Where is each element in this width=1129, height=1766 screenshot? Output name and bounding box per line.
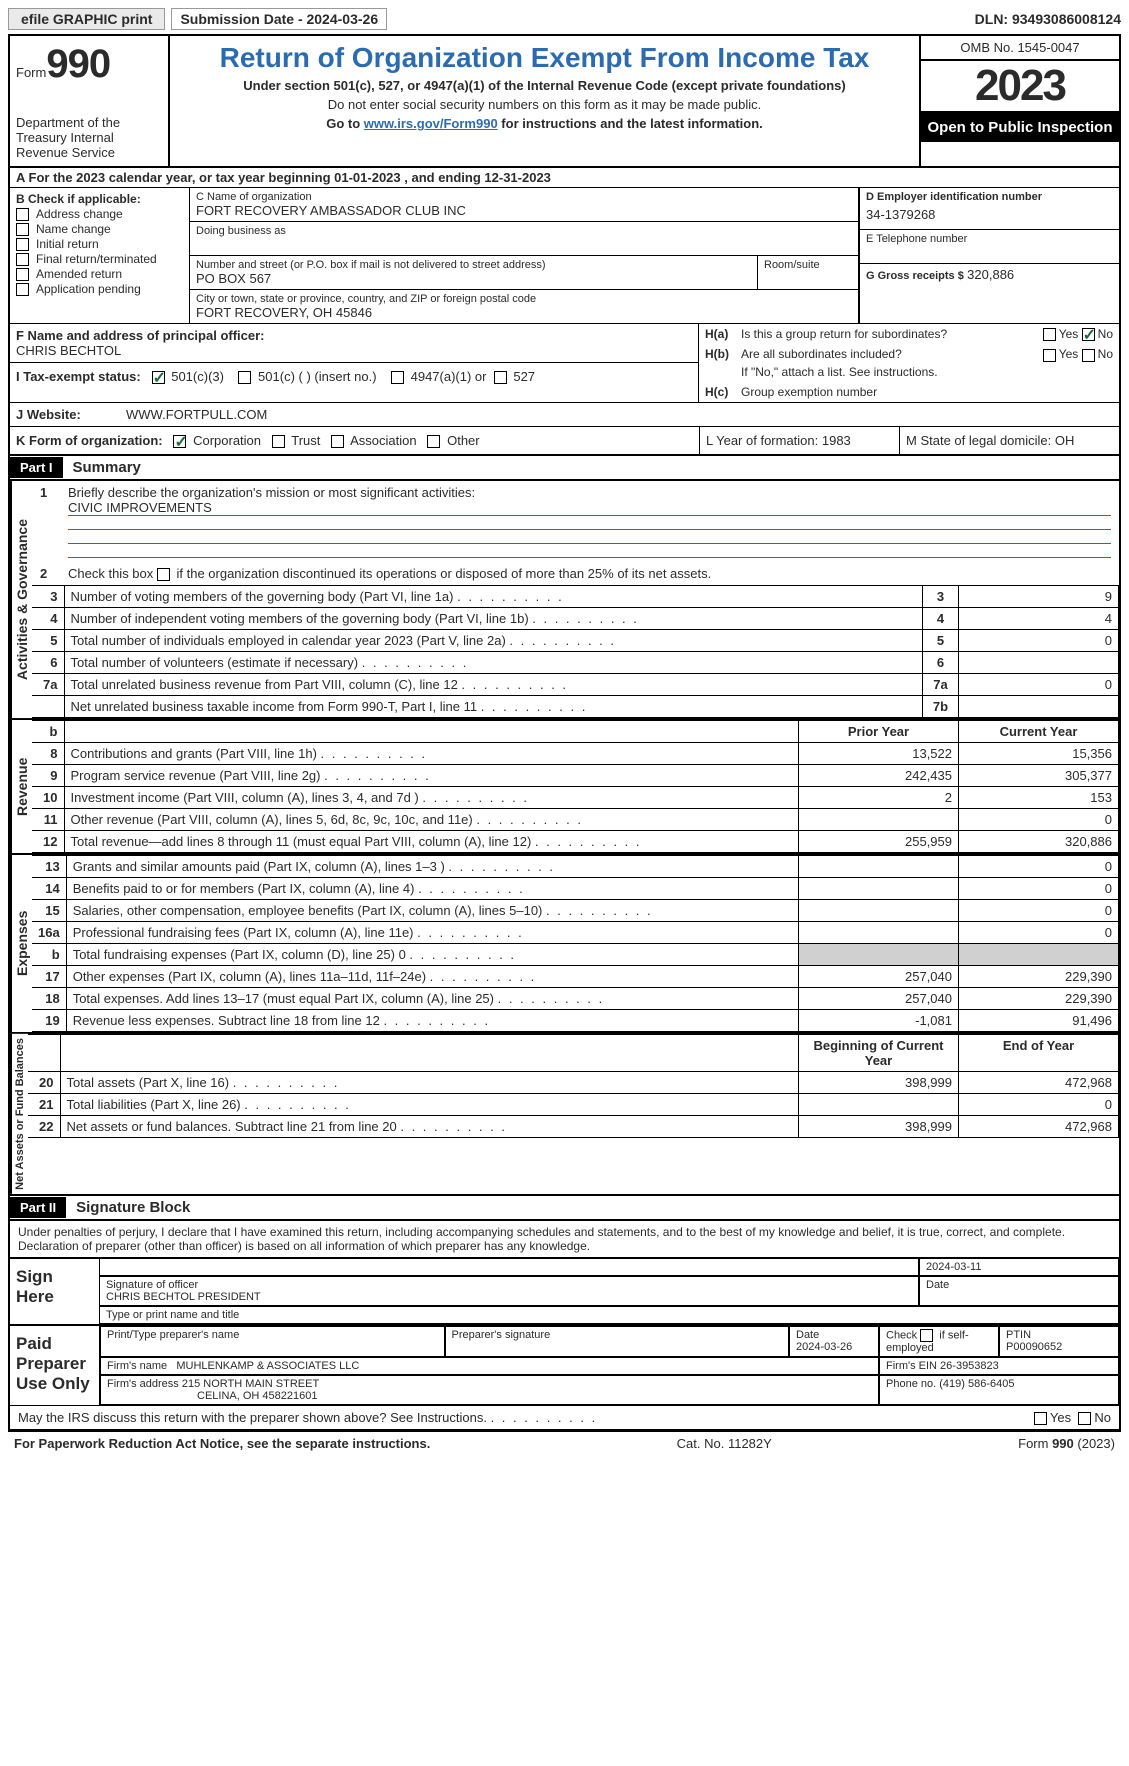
box-b: B Check if applicable: Address changeNam…: [10, 188, 190, 323]
form-title: Return of Organization Exempt From Incom…: [180, 42, 909, 74]
form-container: Form990 Department of the Treasury Inter…: [8, 34, 1121, 1431]
other-checkbox[interactable]: [427, 435, 440, 448]
box-ha: H(a) Is this a group return for subordin…: [699, 324, 1119, 344]
527-checkbox[interactable]: [494, 371, 507, 384]
vlabel-expenses: Expenses: [10, 855, 32, 1032]
prep-date: 2024-03-26: [796, 1341, 852, 1353]
dba-cell: Doing business as: [190, 222, 858, 256]
data-row-17: 17Other expenses (Part IX, column (A), l…: [32, 965, 1119, 987]
box-l: L Year of formation: 1983: [699, 427, 899, 454]
part2-title: Signature Block: [66, 1196, 200, 1219]
checkbox-name-change: Name change: [16, 222, 183, 236]
data-row-10: 10Investment income (Part VIII, column (…: [32, 786, 1119, 808]
firm-addr1: 215 NORTH MAIN STREET: [182, 1378, 319, 1390]
data-row-11: 11Other revenue (Part VIII, column (A), …: [32, 808, 1119, 830]
form-number: 990: [46, 42, 110, 86]
firm-addr2: CELINA, OH 458221601: [197, 1390, 317, 1402]
box-hc: H(c)Group exemption number: [699, 382, 1119, 402]
501c-checkbox[interactable]: [238, 371, 251, 384]
form-prefix: Form: [16, 65, 46, 80]
form-subtitle: Under section 501(c), 527, or 4947(a)(1)…: [180, 78, 909, 93]
part1-title: Summary: [63, 456, 151, 479]
data-row-8: 8Contributions and grants (Part VIII, li…: [32, 742, 1119, 764]
irs-link[interactable]: www.irs.gov/Form990: [364, 116, 498, 131]
data-row-22: 22Net assets or fund balances. Subtract …: [28, 1115, 1119, 1137]
data-row-16a: 16aProfessional fundraising fees (Part I…: [32, 921, 1119, 943]
firm-name: MUHLENKAMP & ASSOCIATES LLC: [176, 1360, 359, 1372]
box-i: I Tax-exempt status: 501(c)(3) 501(c) ( …: [10, 363, 698, 390]
data-row-14: 14Benefits paid to or for members (Part …: [32, 877, 1119, 899]
vlabel-revenue: Revenue: [10, 720, 32, 853]
data-row-9: 9Program service revenue (Part VIII, lin…: [32, 764, 1119, 786]
4947-checkbox[interactable]: [391, 371, 404, 384]
dln-number: DLN: 93493086008124: [975, 11, 1121, 27]
ssn-notice: Do not enter social security numbers on …: [180, 97, 909, 112]
submission-date: Submission Date - 2024-03-26: [171, 8, 387, 30]
dept-treasury: Department of the Treasury Internal Reve…: [16, 115, 162, 160]
website-label: J Website:: [10, 403, 120, 426]
officer-name: CHRIS BECHTOL PRESIDENT: [106, 1291, 912, 1303]
data-row-20: 20Total assets (Part X, line 16) 398,999…: [28, 1071, 1119, 1093]
efile-print-button[interactable]: efile GRAPHIC print: [8, 8, 165, 30]
gov-row-4: 4Number of independent voting members of…: [32, 607, 1119, 629]
perjury-statement: Under penalties of perjury, I declare th…: [10, 1221, 1119, 1257]
ptin: P00090652: [1006, 1341, 1062, 1353]
instructions-link-row: Go to www.irs.gov/Form990 for instructio…: [180, 116, 909, 131]
tax-year: 2023: [921, 61, 1119, 113]
top-toolbar: efile GRAPHIC print Submission Date - 20…: [8, 8, 1121, 30]
firm-phone: (419) 586-6405: [939, 1378, 1014, 1390]
may-discuss-row: May the IRS discuss this return with the…: [10, 1405, 1119, 1429]
phone-cell: E Telephone number: [860, 230, 1119, 264]
checkbox-amended-return: Amended return: [16, 267, 183, 281]
corp-checkbox[interactable]: [173, 435, 186, 448]
assoc-checkbox[interactable]: [331, 435, 344, 448]
vlabel-net-assets: Net Assets or Fund Balances: [10, 1034, 28, 1194]
box-k: K Form of organization: Corporation Trus…: [10, 427, 699, 454]
checkbox-address-change: Address change: [16, 207, 183, 221]
data-row-12: 12Total revenue—add lines 8 through 11 (…: [32, 830, 1119, 852]
public-inspection: Open to Public Inspection: [921, 113, 1119, 142]
street-cell: Number and street (or P.O. box if mail i…: [190, 256, 858, 290]
gov-row-3: 3Number of voting members of the governi…: [32, 585, 1119, 607]
checkbox-initial-return: Initial return: [16, 237, 183, 251]
gov-row-7a: 7aTotal unrelated business revenue from …: [32, 673, 1119, 695]
data-row-13: 13Grants and similar amounts paid (Part …: [32, 855, 1119, 877]
website-value: WWW.FORTPULL.COM: [120, 403, 273, 426]
ein-cell: D Employer identification number 34-1379…: [860, 188, 1119, 230]
gross-receipts-cell: G Gross receipts $ 320,886: [860, 264, 1119, 285]
gov-row-7b: Net unrelated business taxable income fr…: [32, 695, 1119, 717]
vlabel-governance: Activities & Governance: [10, 481, 32, 718]
gov-row-6: 6Total number of volunteers (estimate if…: [32, 651, 1119, 673]
data-row-15: 15Salaries, other compensation, employee…: [32, 899, 1119, 921]
box-m: M State of legal domicile: OH: [899, 427, 1119, 454]
data-row-b: bTotal fundraising expenses (Part IX, co…: [32, 943, 1119, 965]
data-row-18: 18Total expenses. Add lines 13–17 (must …: [32, 987, 1119, 1009]
org-name-cell: C Name of organization FORT RECOVERY AMB…: [190, 188, 858, 222]
data-row-21: 21Total liabilities (Part X, line 26) 0: [28, 1093, 1119, 1115]
gov-row-5: 5Total number of individuals employed in…: [32, 629, 1119, 651]
omb-number: OMB No. 1545-0047: [921, 36, 1119, 61]
data-row-19: 19Revenue less expenses. Subtract line 1…: [32, 1009, 1119, 1031]
mission-label: Briefly describe the organization's miss…: [68, 485, 1111, 500]
paid-preparer-label: Paid Preparer Use Only: [10, 1326, 100, 1405]
self-employed-check: Check if self-employed: [879, 1326, 999, 1357]
part1-header: Part I: [10, 457, 63, 478]
501c3-checkbox[interactable]: [152, 371, 165, 384]
trust-checkbox[interactable]: [272, 435, 285, 448]
firm-ein: 26-3953823: [940, 1360, 999, 1372]
checkbox-final-return-terminated: Final return/terminated: [16, 252, 183, 266]
box-hb: H(b) Are all subordinates included? Yes …: [699, 344, 1119, 364]
part2-header: Part II: [10, 1197, 66, 1218]
footer: For Paperwork Reduction Act Notice, see …: [8, 1431, 1121, 1455]
mission-text: CIVIC IMPROVEMENTS: [68, 500, 1111, 516]
box-f: F Name and address of principal officer:…: [10, 324, 698, 362]
row-a-tax-year: A For the 2023 calendar year, or tax yea…: [10, 168, 1119, 188]
city-cell: City or town, state or province, country…: [190, 290, 858, 323]
discontinued-check: Check this box if the organization disco…: [68, 566, 711, 581]
checkbox-application-pending: Application pending: [16, 282, 183, 296]
sign-here-label: Sign Here: [10, 1259, 100, 1324]
